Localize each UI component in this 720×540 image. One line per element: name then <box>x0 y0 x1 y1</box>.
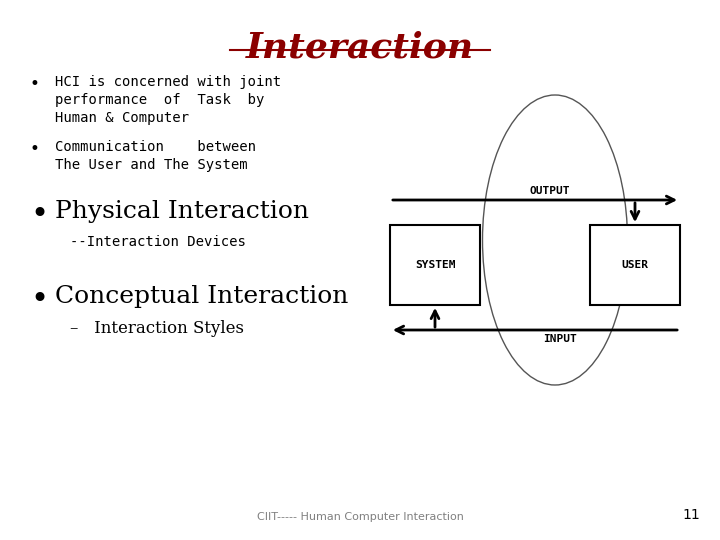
Text: USER: USER <box>621 260 649 270</box>
Text: –   Interaction Styles: – Interaction Styles <box>70 320 244 337</box>
Text: INPUT: INPUT <box>543 334 577 344</box>
Text: Conceptual Interaction: Conceptual Interaction <box>55 285 348 308</box>
Text: Communication    between: Communication between <box>55 140 256 154</box>
Text: Interaction: Interaction <box>246 30 474 64</box>
Text: •: • <box>30 200 48 229</box>
Text: HCI is concerned with joint: HCI is concerned with joint <box>55 75 281 89</box>
Bar <box>390 225 480 305</box>
Text: 11: 11 <box>683 508 700 522</box>
Text: The User and The System: The User and The System <box>55 158 248 172</box>
Text: •: • <box>30 75 40 93</box>
Text: OUTPUT: OUTPUT <box>530 186 570 196</box>
Text: Human & Computer: Human & Computer <box>55 111 189 125</box>
Text: •: • <box>30 285 48 314</box>
Text: Physical Interaction: Physical Interaction <box>55 200 309 223</box>
Text: •: • <box>30 140 40 158</box>
Bar <box>590 225 680 305</box>
Text: --Interaction Devices: --Interaction Devices <box>70 235 246 249</box>
Text: performance  of  Task  by: performance of Task by <box>55 93 264 107</box>
Text: SYSTEM: SYSTEM <box>415 260 455 270</box>
Text: CIIT----- Human Computer Interaction: CIIT----- Human Computer Interaction <box>256 512 464 522</box>
